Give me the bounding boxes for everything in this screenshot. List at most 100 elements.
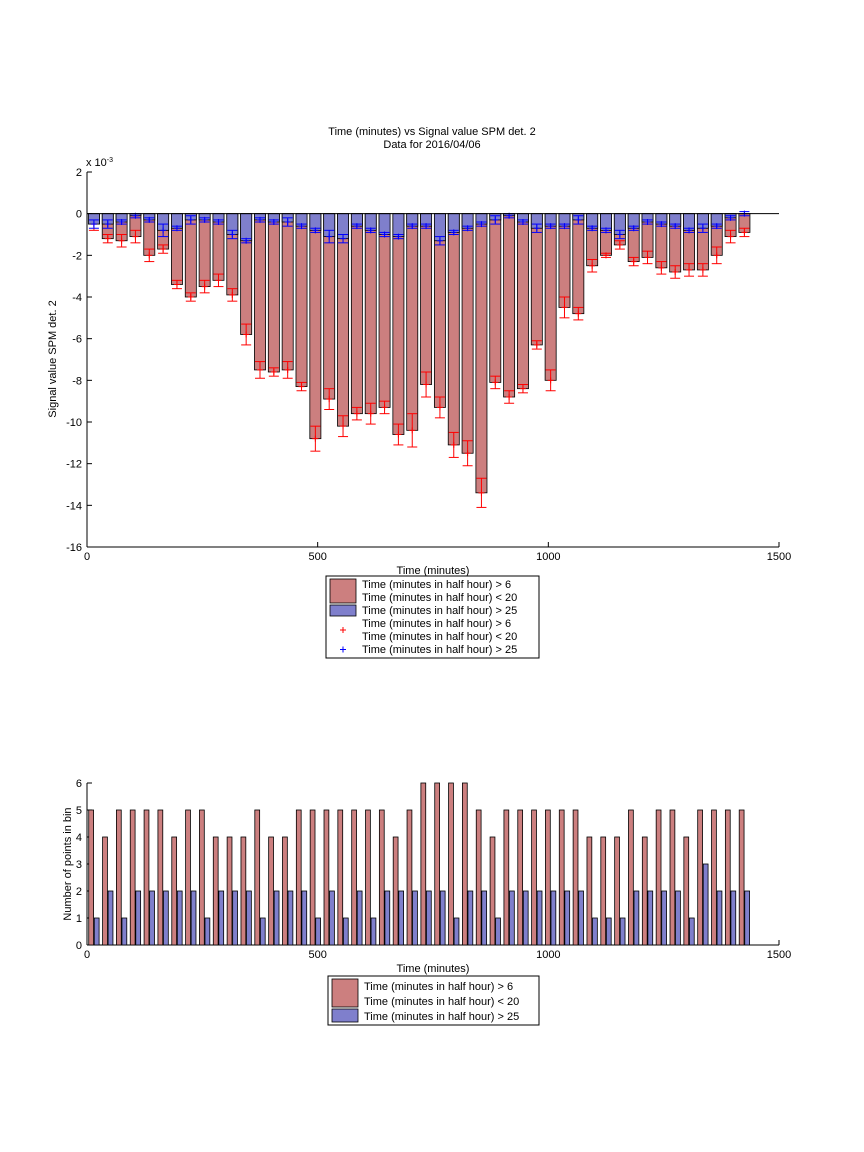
- chart-2-x-tick-label: 1500: [767, 949, 791, 961]
- chart-2-bar: [489, 836, 496, 946]
- chart-1-bar: [378, 213, 391, 235]
- chart-2-bar: [738, 809, 745, 946]
- chart-1-bar: [254, 213, 266, 371]
- chart-1-point-marker: [450, 229, 457, 236]
- chart-2-legend-label: Time (minutes in half hour) > 25: [364, 1011, 519, 1023]
- chart-2-bar: [744, 890, 750, 946]
- chart-1-point-marker: [741, 229, 748, 236]
- chart-2-bar: [259, 917, 266, 946]
- chart-1-bar: [503, 213, 516, 398]
- chart-2-bar: [88, 809, 94, 946]
- chart-2-bar: [93, 917, 100, 946]
- chart-1-legend-label: Time (minutes in half hour) > 25: [362, 605, 517, 617]
- chart-1-bar: [198, 213, 211, 287]
- chart-2-bar: [462, 782, 468, 946]
- chart-2-bar: [586, 836, 593, 946]
- chart-1-point-marker: [450, 441, 457, 448]
- chart-2-bar: [204, 917, 211, 946]
- chart-1-point-marker: [118, 237, 125, 244]
- chart-1-point-marker: [616, 231, 623, 238]
- chart-2-bar: [467, 890, 474, 946]
- chart-1-point-marker: [464, 450, 471, 457]
- chart-2-bar: [614, 836, 620, 946]
- chart-2-bar: [199, 809, 205, 946]
- chart-1-legend-marker: [340, 646, 346, 653]
- chart-2-bar: [475, 809, 482, 946]
- chart-1-point-marker: [90, 221, 97, 228]
- chart-1-point-marker: [201, 216, 208, 223]
- chart-2-bar: [605, 917, 612, 946]
- chart-1-point-marker: [104, 221, 111, 228]
- chart-1-point-marker: [146, 252, 153, 259]
- chart-2-plot-area: 0 500 1000 1500 0 1 2 3 4 5 6: [76, 778, 791, 961]
- chart-2-legend-swatch: [331, 978, 359, 1008]
- chart-2-bar: [412, 890, 418, 946]
- chart-1-point-marker: [229, 291, 236, 298]
- chart-2-bar: [724, 809, 731, 946]
- chart-1-point-marker: [519, 219, 526, 225]
- chart-1-point-marker: [353, 410, 360, 417]
- chart-1-point-marker: [672, 223, 679, 230]
- chart-2-x-tick-label: 1000: [536, 949, 560, 961]
- chart-1-point-marker: [575, 216, 582, 223]
- chart-1-point-marker: [464, 225, 471, 232]
- chart-1-point-marker: [713, 252, 720, 259]
- chart-1-point-marker: [492, 379, 499, 386]
- chart-1-point-marker: [395, 233, 402, 240]
- chart-1-point-marker: [575, 310, 582, 317]
- chart-2-y-tick-label: 5: [76, 805, 82, 817]
- chart-2-y-tick-label: 3: [76, 859, 82, 871]
- chart-2-bar: [647, 890, 654, 946]
- chart-2-legend: Time (minutes in half hour) > 6 Time (min…: [327, 975, 540, 1026]
- chart-2-bar: [212, 836, 219, 946]
- chart-2-bar: [558, 809, 565, 946]
- chart-2-legend-swatch: [331, 1008, 359, 1023]
- chart-1-bar: [406, 213, 419, 431]
- chart-1-legend-label: Time (minutes in half hour) > 25: [362, 644, 517, 656]
- chart-2-bar: [439, 890, 446, 946]
- chart-1-bar: [489, 213, 502, 383]
- chart-1-point-marker: [173, 281, 180, 288]
- chart-2-bar: [711, 809, 717, 946]
- chart-1-point-marker: [589, 225, 596, 232]
- chart-2-bar: [697, 809, 703, 946]
- chart-2-bar: [226, 836, 233, 946]
- chart-2-bar: [273, 890, 280, 946]
- chart-1-bar: [475, 213, 488, 494]
- chart-1-y-tick-label: 0: [76, 209, 82, 221]
- chart-1-plot-area: 0 500 1000 1500 2 0 -2 -4 -6 -8 -10 -12 -14 -16: [66, 167, 791, 563]
- chart-1-point-marker: [270, 219, 277, 225]
- chart-2-bar: [578, 890, 584, 946]
- chart-2-bar: [669, 809, 676, 946]
- chart-1-point-marker: [603, 227, 609, 234]
- chart-2-bar: [365, 809, 371, 946]
- chart-1-y-tick-label: 2: [76, 167, 82, 179]
- chart-2-bar: [254, 809, 261, 946]
- chart-2-bar: [190, 890, 197, 946]
- chart-1-x-axis-label: Time (minutes): [397, 565, 470, 577]
- chart-2-y-tick-label: 4: [76, 832, 82, 844]
- chart-1-point-marker: [630, 258, 637, 265]
- chart-1-exponent-label: x 10-3: [86, 157, 113, 169]
- chart-2-legend-box: [327, 975, 540, 1026]
- chart-2-y-axis-label: Number of points in bin: [62, 807, 74, 920]
- chart-2-x-tick-label: 0: [84, 949, 90, 961]
- chart-2-x-tick-label: 500: [308, 949, 326, 961]
- chart-2-y-tick-label: 0: [76, 940, 82, 952]
- chart-1-point-marker: [381, 404, 388, 411]
- chart-1-point-marker: [312, 435, 319, 442]
- chart-2-series-2: [93, 863, 750, 946]
- chart-1-bar: [364, 213, 377, 415]
- chart-1-point-marker: [367, 227, 374, 234]
- chart-2-bar: [135, 890, 142, 946]
- chart-1-point-marker: [284, 219, 291, 225]
- chart-2-bar: [356, 890, 363, 946]
- chart-1-point-marker: [340, 423, 347, 430]
- chart-1-point-marker: [492, 216, 499, 223]
- chart-2-bar: [509, 890, 515, 946]
- chart-1-bar: [378, 213, 391, 408]
- chart-1-point-marker: [173, 225, 180, 232]
- chart-2-bar: [301, 890, 308, 946]
